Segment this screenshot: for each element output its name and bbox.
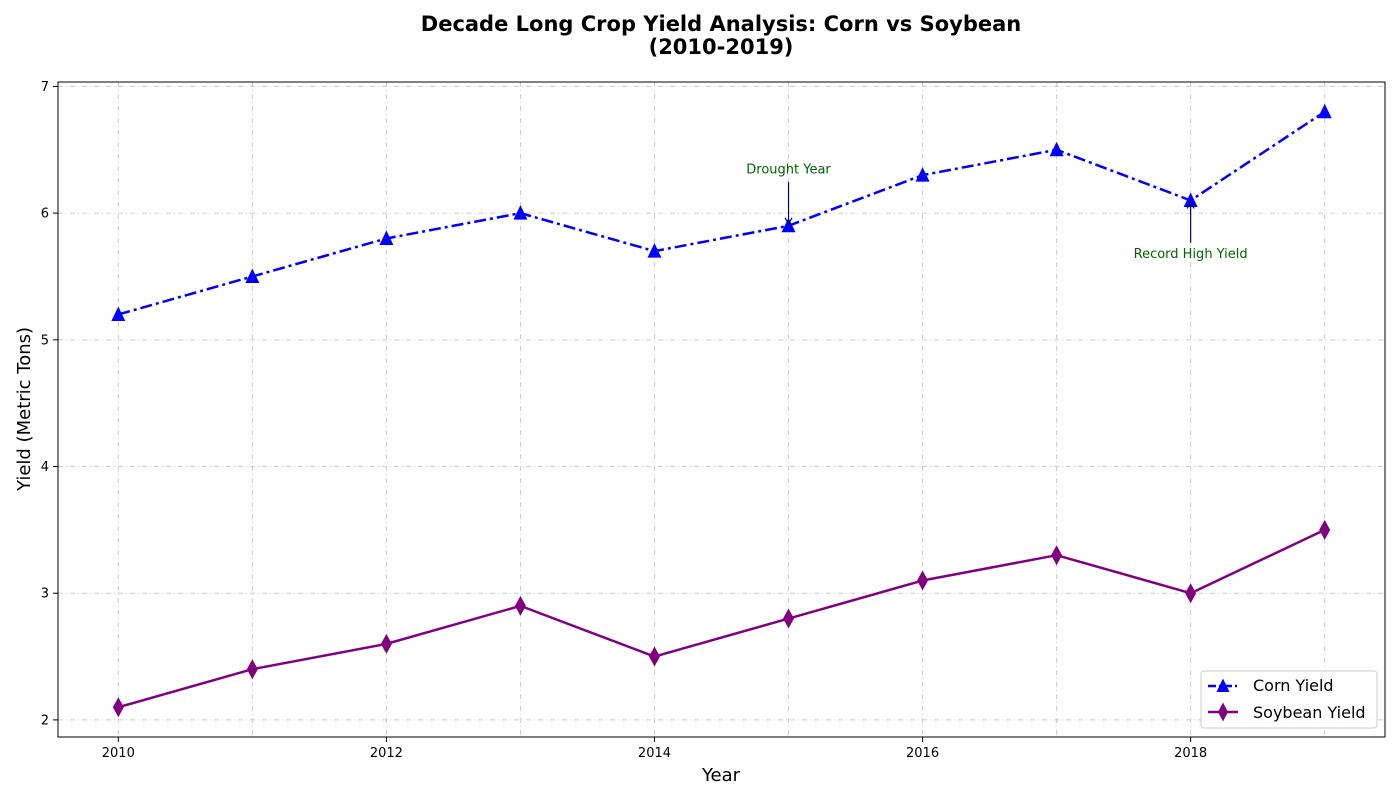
y-axis-label: Yield (Metric Tons) (14, 327, 35, 492)
data-point-corn-yield (1317, 103, 1332, 119)
series-line-soybean-yield (117, 528, 1326, 709)
x-tick-label: 2014 (638, 746, 671, 761)
y-tick-label: 2 (41, 713, 49, 728)
data-point-corn-yield (915, 167, 930, 182)
plot-frame (57, 81, 1386, 738)
annotation-record-high-yield: Record High Yield (1134, 247, 1248, 262)
series-layer (111, 103, 1332, 718)
y-tick-label: 7 (41, 80, 49, 95)
legend: Corn Yield Soybean Yield (1200, 670, 1378, 729)
y-tick-label: 6 (41, 207, 49, 222)
annotation-arrowhead-record-high-yield (1186, 201, 1195, 209)
legend-label-soybean: Soybean Yield (1253, 703, 1366, 722)
data-point-soybean-yield (783, 608, 795, 629)
annotation-drought-year: Drought Year (746, 162, 831, 177)
legend-marker-soybean (1218, 702, 1228, 722)
data-point-corn-yield (245, 268, 260, 283)
legend-marker-corn (1216, 678, 1230, 692)
data-point-corn-yield (647, 243, 662, 258)
data-point-soybean-yield (1185, 583, 1197, 604)
x-tick-label: 2012 (370, 746, 403, 761)
x-axis-ticks: 2010 2012 2014 2016 2018 (102, 737, 1207, 761)
chart-title-line-1: Decade Long Crop Yield Analysis: Corn vs… (421, 12, 1021, 36)
series-line-corn-yield (117, 110, 1326, 316)
data-point-soybean-yield (1319, 519, 1331, 540)
y-tick-label: 4 (41, 460, 49, 475)
data-point-soybean-yield (246, 659, 258, 680)
x-tick-label: 2010 (102, 746, 135, 761)
data-point-corn-yield (111, 306, 126, 321)
data-point-corn-yield (379, 230, 394, 245)
data-point-corn-yield (1049, 141, 1064, 157)
data-point-soybean-yield (1051, 545, 1063, 566)
grid-lines (58, 82, 1385, 737)
data-point-soybean-yield (917, 570, 929, 591)
data-point-corn-yield (1183, 192, 1198, 207)
annotation-arrowhead-drought-year (784, 217, 793, 225)
data-point-corn-yield (513, 205, 528, 220)
chart-title-line-2: (2010-2019) (649, 35, 794, 59)
x-tick-label: 2016 (906, 746, 939, 761)
data-point-soybean-yield (112, 697, 124, 718)
legend-label-corn: Corn Yield (1253, 676, 1334, 695)
x-tick-label: 2018 (1174, 746, 1207, 761)
legend-box (1200, 670, 1378, 729)
annotations: Drought Year Record High Yield (746, 162, 1247, 262)
y-tick-label: 3 (41, 587, 49, 602)
y-tick-label: 5 (41, 333, 49, 348)
y-axis-ticks: 2 3 4 5 6 7 (41, 80, 58, 728)
data-point-soybean-yield (648, 646, 660, 667)
data-point-soybean-yield (514, 595, 526, 616)
x-axis-label: Year (701, 765, 741, 786)
data-point-soybean-yield (380, 633, 392, 654)
data-point-corn-yield (781, 217, 796, 233)
